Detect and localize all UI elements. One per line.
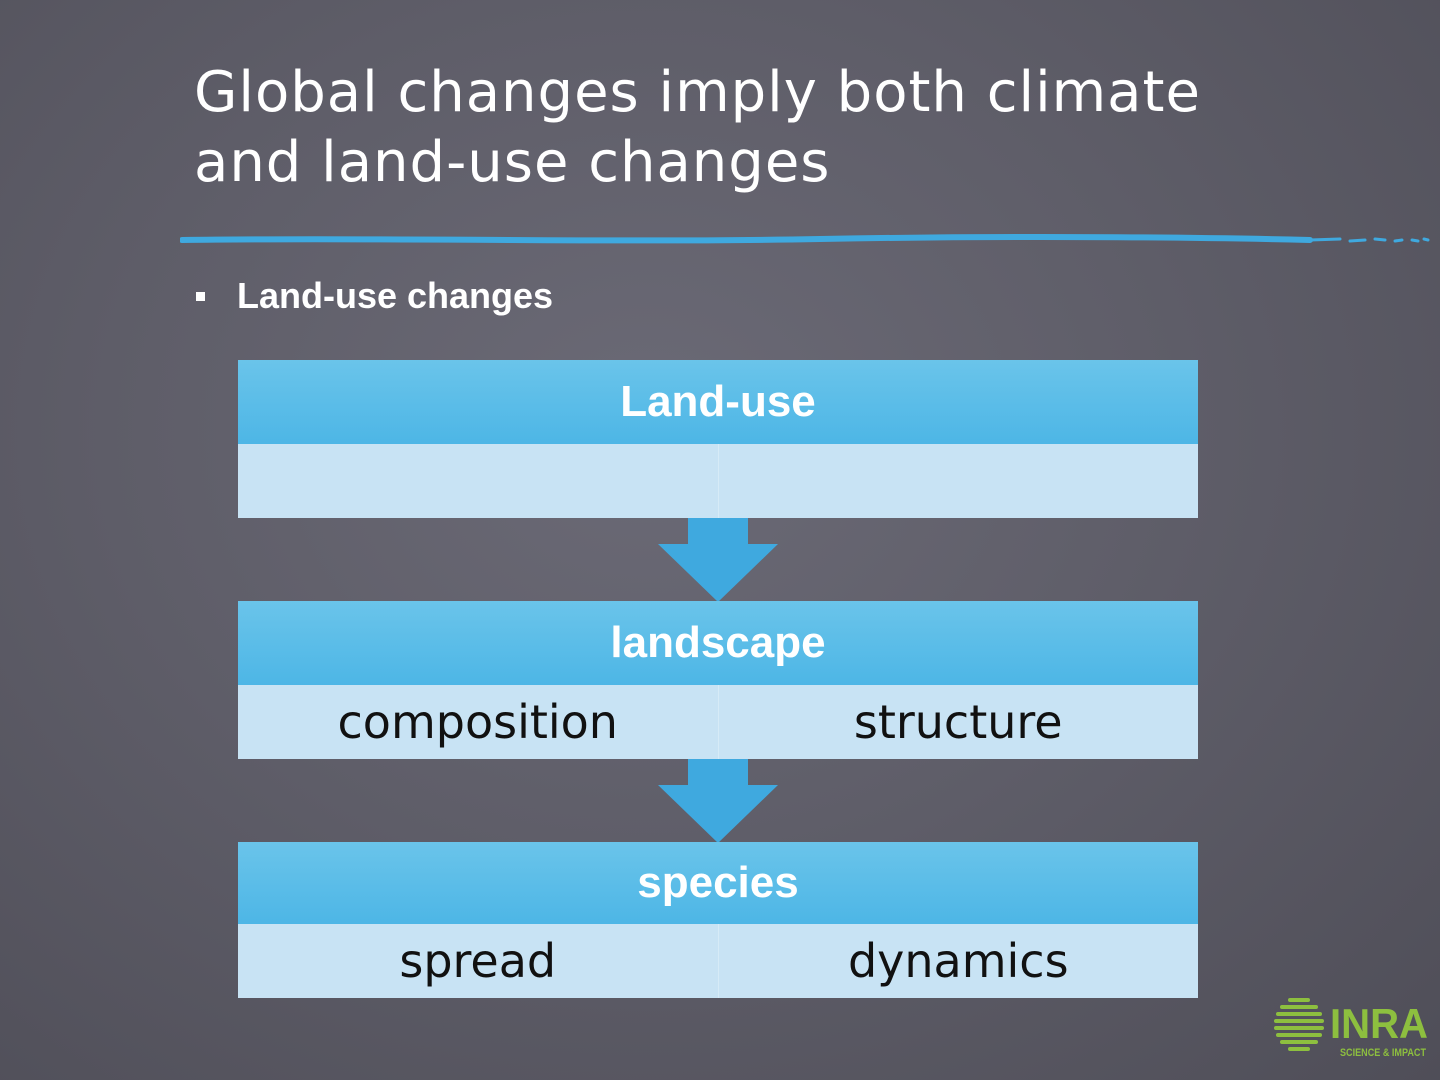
dynamics-cell: dynamics <box>717 924 1199 998</box>
species-body: spread dynamics <box>238 924 1198 998</box>
species-header: species <box>238 842 1198 924</box>
land-use-cell-right <box>717 444 1199 518</box>
land-use-header: Land-use <box>238 360 1198 444</box>
land-use-body <box>238 444 1198 518</box>
down-arrow-2 <box>658 759 778 843</box>
inra-logo-tagline: SCIENCE & IMPACT <box>1340 1047 1426 1059</box>
species-block: species spread dynamics <box>238 842 1198 998</box>
landscape-block: landscape composition structure <box>238 601 1198 759</box>
bullet-marker <box>196 291 205 301</box>
bullet-item: Land-use changes <box>196 272 553 320</box>
structure-cell: structure <box>717 685 1199 759</box>
inra-logo: INRA SCIENCE & IMPACT <box>1274 998 1428 1059</box>
down-arrow-1 <box>658 518 778 602</box>
land-use-block: Land-use <box>238 360 1198 518</box>
inra-logo-name: INRA <box>1330 1000 1428 1047</box>
land-use-cell-left <box>238 444 718 518</box>
landscape-header: landscape <box>238 601 1198 685</box>
slide-title: Global changes imply both climate and la… <box>194 60 1201 195</box>
spread-cell: spread <box>399 934 557 988</box>
title-divider <box>180 234 1430 244</box>
inra-logo-mark <box>1274 998 1324 1051</box>
composition-cell: composition <box>337 695 618 749</box>
landscape-body: composition structure <box>238 685 1198 759</box>
bullet-text: Land-use changes <box>237 275 554 316</box>
